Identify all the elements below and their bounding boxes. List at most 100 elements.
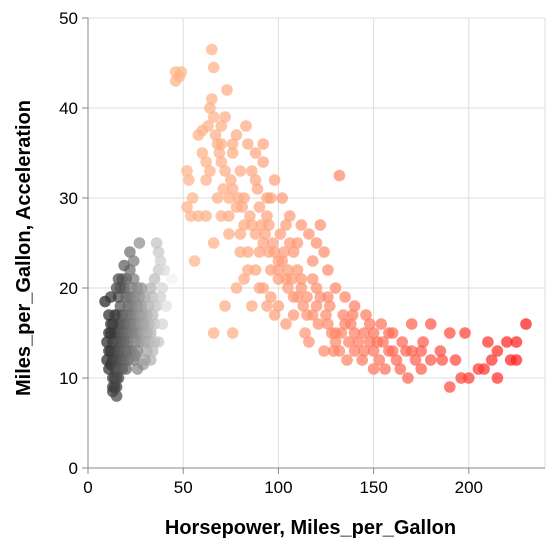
point-horsepower-mpg bbox=[215, 138, 228, 150]
point-horsepower-mpg bbox=[169, 75, 182, 87]
point-horsepower-mpg bbox=[200, 174, 212, 186]
point-horsepower-mpg bbox=[436, 354, 449, 366]
point-horsepower-mpg bbox=[356, 354, 369, 366]
point-horsepower-mpg bbox=[253, 201, 266, 213]
point-horsepower-mpg bbox=[253, 246, 266, 258]
point-horsepower-mpg bbox=[257, 138, 270, 150]
y-tick-label: 30 bbox=[59, 189, 78, 208]
point-horsepower-mpg bbox=[253, 282, 266, 294]
point-horsepower-mpg bbox=[303, 228, 315, 240]
point-horsepower-mpg bbox=[230, 282, 243, 294]
point-horsepower-mpg bbox=[238, 192, 250, 204]
point-horsepower-mpg bbox=[341, 354, 353, 366]
point-horsepower-mpg bbox=[396, 336, 409, 348]
point-horsepower-mpg bbox=[377, 336, 389, 348]
point-horsepower-mpg bbox=[280, 273, 292, 285]
point-horsepower-mpg bbox=[510, 336, 523, 348]
point-mpg-acceleration bbox=[150, 300, 163, 312]
point-mpg-acceleration bbox=[108, 309, 121, 321]
point-horsepower-mpg bbox=[343, 336, 355, 348]
point-mpg-acceleration bbox=[156, 282, 169, 294]
point-horsepower-mpg bbox=[181, 165, 193, 177]
point-horsepower-mpg bbox=[223, 210, 235, 222]
point-horsepower-mpg bbox=[335, 327, 348, 339]
y-axis-ticks: 0 10 20 30 40 50 bbox=[59, 9, 88, 478]
point-mpg-acceleration bbox=[133, 237, 146, 249]
point-horsepower-mpg bbox=[325, 327, 338, 339]
point-horsepower-mpg bbox=[306, 309, 319, 321]
point-mpg-acceleration bbox=[154, 291, 167, 303]
point-horsepower-mpg bbox=[520, 318, 532, 330]
point-horsepower-mpg bbox=[425, 354, 437, 366]
x-tick-label: 0 bbox=[83, 478, 92, 497]
point-horsepower-mpg bbox=[225, 174, 237, 186]
point-horsepower-mpg bbox=[276, 192, 289, 204]
point-horsepower-mpg bbox=[310, 282, 323, 294]
point-horsepower-mpg bbox=[234, 246, 247, 258]
point-mpg-acceleration bbox=[158, 264, 170, 276]
point-horsepower-mpg bbox=[306, 273, 319, 285]
y-tick-label: 0 bbox=[69, 459, 78, 478]
point-mpg-acceleration bbox=[150, 237, 163, 249]
point-horsepower-mpg bbox=[268, 246, 281, 258]
point-horsepower-mpg bbox=[314, 219, 327, 231]
point-horsepower-mpg bbox=[204, 102, 216, 114]
point-horsepower-mpg bbox=[207, 327, 220, 339]
point-horsepower-mpg bbox=[491, 372, 504, 384]
point-mpg-acceleration bbox=[156, 318, 169, 330]
point-horsepower-mpg bbox=[306, 255, 319, 267]
point-horsepower-mpg bbox=[348, 300, 361, 312]
point-mpg-acceleration bbox=[108, 381, 121, 393]
point-horsepower-mpg bbox=[415, 345, 428, 357]
point-horsepower-mpg bbox=[358, 327, 370, 339]
point-horsepower-mpg bbox=[238, 273, 250, 285]
point-horsepower-mpg bbox=[223, 192, 235, 204]
point-horsepower-mpg bbox=[295, 273, 308, 285]
point-horsepower-mpg bbox=[417, 336, 429, 348]
point-horsepower-mpg bbox=[274, 228, 287, 240]
point-horsepower-mpg bbox=[244, 210, 256, 222]
point-horsepower-mpg bbox=[263, 219, 275, 231]
point-horsepower-mpg bbox=[375, 318, 388, 330]
point-horsepower-mpg bbox=[280, 219, 292, 231]
point-horsepower-mpg bbox=[265, 291, 277, 303]
point-horsepower-mpg bbox=[226, 138, 239, 150]
point-mpg-acceleration bbox=[114, 282, 127, 294]
point-horsepower-mpg bbox=[478, 363, 490, 375]
point-horsepower-mpg bbox=[299, 327, 311, 339]
point-horsepower-mpg bbox=[322, 264, 334, 276]
point-horsepower-mpg bbox=[206, 93, 218, 105]
point-horsepower-mpg bbox=[268, 309, 281, 321]
point-mpg-acceleration bbox=[118, 259, 130, 272]
point-mpg-acceleration bbox=[139, 354, 151, 366]
x-tick-label: 50 bbox=[174, 478, 193, 497]
point-horsepower-mpg bbox=[259, 228, 271, 240]
point-horsepower-mpg bbox=[265, 192, 277, 204]
point-mpg-acceleration bbox=[110, 390, 123, 402]
point-horsepower-mpg bbox=[459, 327, 471, 339]
point-horsepower-mpg bbox=[449, 354, 462, 366]
point-horsepower-mpg bbox=[510, 354, 523, 366]
point-horsepower-mpg bbox=[219, 300, 231, 312]
point-horsepower-mpg bbox=[246, 300, 258, 312]
point-mpg-acceleration bbox=[145, 282, 157, 294]
y-tick-label: 40 bbox=[59, 99, 78, 118]
point-horsepower-mpg bbox=[348, 327, 361, 339]
point-horsepower-mpg bbox=[373, 354, 386, 366]
point-mpg-acceleration bbox=[120, 363, 132, 375]
point-mpg-acceleration bbox=[146, 345, 159, 357]
point-horsepower-mpg bbox=[444, 327, 456, 339]
x-tick-label: 100 bbox=[264, 478, 292, 497]
point-horsepower-mpg bbox=[211, 192, 224, 204]
point-horsepower-mpg bbox=[207, 61, 220, 74]
point-mpg-acceleration bbox=[145, 327, 157, 339]
point-horsepower-mpg bbox=[346, 309, 359, 321]
point-horsepower-mpg bbox=[383, 327, 395, 339]
point-horsepower-mpg bbox=[287, 246, 300, 258]
point-horsepower-mpg bbox=[501, 336, 513, 348]
x-axis-title: Horsepower, Miles_per_Gallon bbox=[165, 517, 456, 539]
point-horsepower-mpg bbox=[261, 210, 273, 222]
point-horsepower-mpg bbox=[223, 228, 235, 240]
point-horsepower-mpg bbox=[240, 120, 252, 132]
